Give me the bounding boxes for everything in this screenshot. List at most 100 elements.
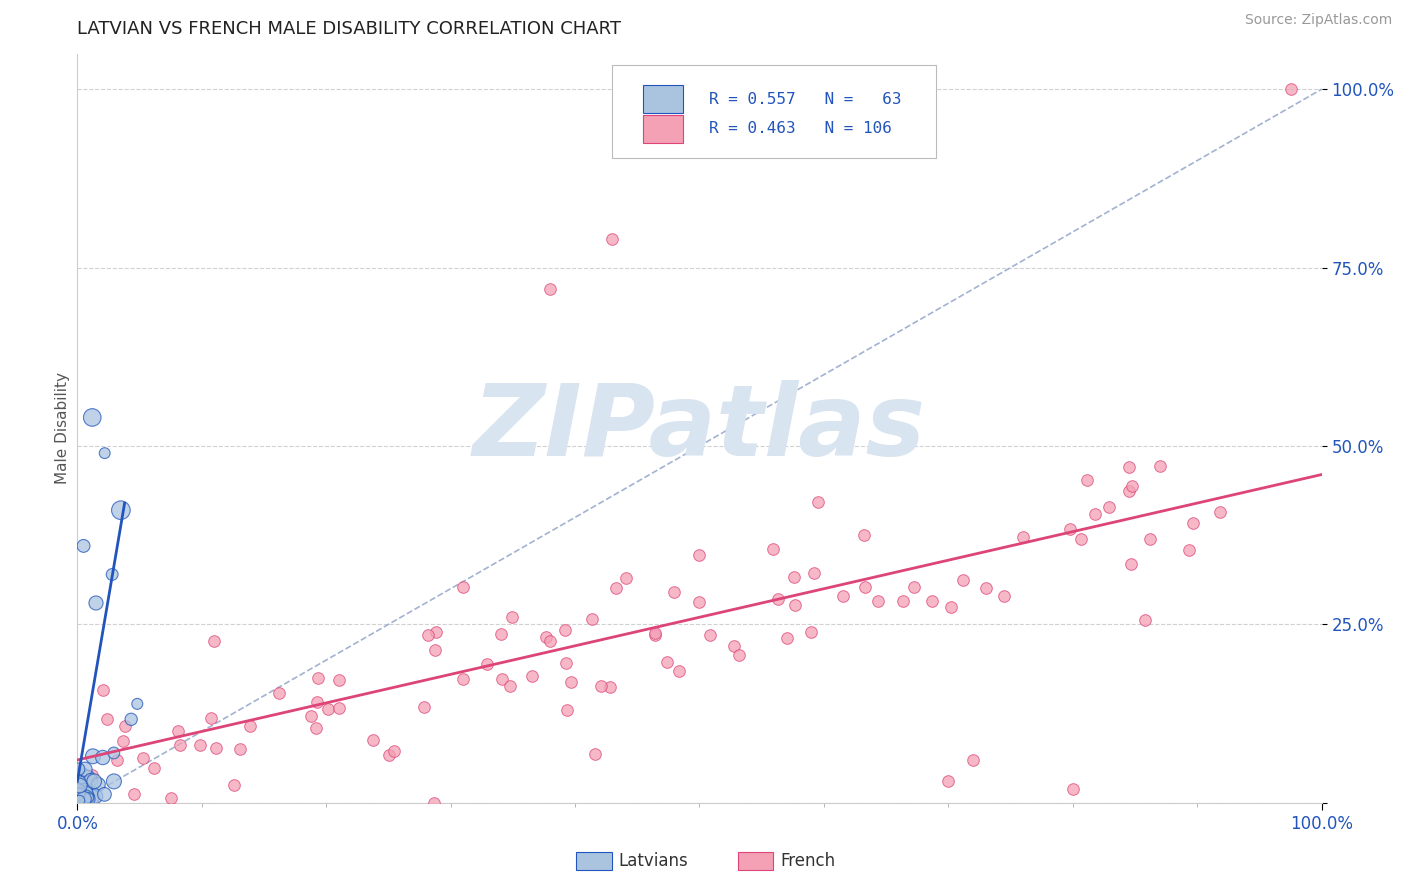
Point [67, 784, 90, 798]
Point [69, 791, 91, 805]
Text: French: French [780, 852, 835, 870]
Point [73, 762, 96, 776]
Text: Source: ZipAtlas.com: Source: ZipAtlas.com [1244, 13, 1392, 28]
Point [305, 722, 328, 736]
Point [554, 623, 576, 637]
Point [101, 567, 124, 582]
Point [70, 793, 93, 807]
Point [866, 593, 889, 607]
Point [80, 773, 103, 788]
Point [307, 671, 329, 685]
Point [688, 595, 710, 609]
Point [70, 795, 93, 809]
Point [489, 627, 512, 641]
Point [1070, 532, 1092, 546]
Text: Latvians: Latvians [619, 852, 689, 870]
Point [853, 580, 876, 594]
Point [67, 794, 90, 808]
Text: ZIPatlas: ZIPatlas [472, 380, 927, 476]
Point [520, 669, 543, 683]
Point [205, 741, 228, 756]
Point [655, 655, 678, 669]
Point [75, 787, 97, 801]
Point [1118, 484, 1140, 499]
Point [67, 790, 90, 805]
Point [668, 665, 690, 679]
Point [67, 785, 90, 799]
Bar [644, 85, 683, 113]
Point [67, 784, 90, 798]
Point [591, 679, 613, 693]
Point [120, 712, 142, 726]
Point [103, 774, 125, 789]
Point [328, 701, 350, 715]
Point [66, 787, 89, 801]
Point [599, 680, 621, 694]
Point [688, 549, 710, 563]
Point [853, 528, 876, 542]
Point [82, 784, 104, 798]
Point [66, 782, 89, 797]
Point [73, 787, 96, 801]
Point [555, 703, 578, 717]
Point [418, 627, 440, 641]
Point [1135, 613, 1157, 627]
Point [1062, 781, 1084, 796]
Point [939, 599, 962, 614]
Point [111, 734, 134, 748]
Point [67, 776, 90, 790]
Point [993, 589, 1015, 603]
Point [501, 610, 523, 624]
Point [169, 738, 191, 752]
Point [202, 634, 225, 648]
Point [76, 792, 98, 806]
Point [699, 628, 721, 642]
Point [72, 539, 94, 553]
Point [614, 570, 637, 584]
Point [936, 774, 959, 789]
Point [1279, 82, 1302, 96]
Point [70, 790, 93, 805]
Point [66, 791, 89, 805]
Point [224, 778, 246, 792]
Point [103, 746, 125, 760]
Point [766, 592, 789, 607]
Point [1097, 500, 1119, 514]
Point [73, 792, 96, 806]
Point [124, 788, 146, 802]
Point [583, 747, 606, 762]
Point [1182, 516, 1205, 530]
Point [1149, 458, 1171, 473]
Point [69, 779, 91, 793]
Point [316, 702, 339, 716]
Point [69, 783, 91, 797]
Point [93, 788, 115, 802]
Point [77, 790, 100, 805]
Point [305, 695, 328, 709]
Point [93, 446, 115, 460]
Bar [644, 115, 683, 144]
Text: R = 0.463   N = 106: R = 0.463 N = 106 [710, 121, 893, 136]
Point [328, 673, 350, 687]
Point [127, 697, 149, 711]
Point [67, 789, 90, 803]
Point [538, 633, 561, 648]
Point [82, 410, 104, 425]
Point [413, 700, 436, 714]
Point [499, 679, 522, 693]
Point [67, 789, 90, 803]
Point [96, 712, 118, 726]
Point [976, 582, 998, 596]
Point [554, 656, 576, 670]
Point [80, 768, 103, 782]
Point [76, 790, 98, 805]
Point [921, 594, 943, 608]
Point [69, 789, 91, 804]
Point [70, 790, 93, 805]
Point [803, 566, 825, 580]
Point [378, 748, 401, 763]
Point [952, 573, 974, 587]
Point [190, 738, 212, 752]
Point [538, 282, 561, 296]
Point [1118, 459, 1140, 474]
